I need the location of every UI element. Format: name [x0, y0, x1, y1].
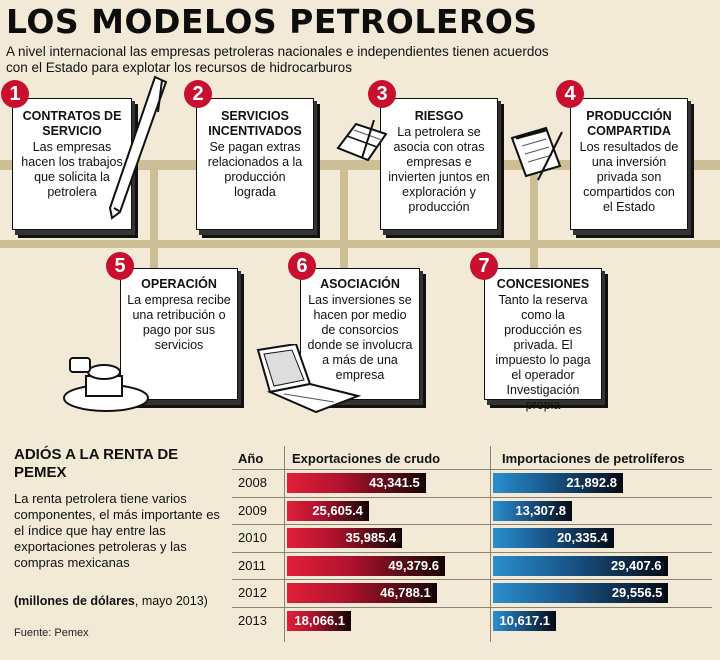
year-label: 2008 [238, 475, 267, 490]
card-7-text: Tanto la reserva como la producción es p… [495, 293, 591, 412]
row-separator [232, 496, 712, 498]
row-separator [232, 524, 712, 525]
header-year: Año [238, 451, 264, 466]
export-bar: 25,605.4 [287, 500, 369, 521]
column-divider-2 [490, 446, 491, 642]
import-bar: 20,335.4 [493, 528, 614, 548]
card-7-title: CONCESIONES [496, 277, 590, 291]
export-bar: 35,985.4 [287, 528, 403, 548]
import-bar: 29,407.6 [493, 555, 668, 576]
source-note: Fuente: Pemex [14, 627, 89, 639]
card-4-number: 4 [556, 80, 584, 108]
row-separator [232, 551, 712, 553]
export-bar: 43,341.5 [287, 473, 426, 493]
units-note-bold: (millones de dólares [14, 594, 135, 608]
page-subtitle: A nivel internacional las empresas petro… [6, 44, 549, 75]
header-imports: Importaciones de petrolíferos [502, 451, 685, 466]
card-1-text: Las empresas hacen los trabajos que soli… [21, 140, 123, 199]
card-5-number: 5 [106, 252, 134, 280]
row-separator [232, 579, 712, 580]
card-1-title: CONTRATOS DE SERVICIO [22, 109, 122, 138]
notebook-icon [336, 119, 388, 162]
import-bar: 10,617.1 [493, 610, 557, 631]
section-description: La renta petrolera tiene varios componen… [14, 491, 220, 570]
card-6-text: Las inversiones se hacen por medio de co… [307, 293, 413, 382]
card-5-text: La empresa recibe una retribución o pago… [127, 293, 231, 352]
pen-icon [108, 75, 168, 220]
rail-post-1 [150, 160, 158, 280]
stamp-icon [63, 357, 149, 412]
card-2-title: SERVICIOS INCENTIVADOS [208, 109, 302, 138]
year-label: 2013 [238, 612, 267, 628]
card-6-number: 6 [288, 252, 316, 280]
rail-post-2 [340, 160, 348, 280]
card-3-number: 3 [368, 80, 396, 108]
year-label: 2011 [238, 557, 266, 573]
laptop-icon [256, 344, 362, 414]
rail-top [0, 160, 720, 170]
column-divider-1 [284, 446, 285, 642]
card-3-title: RIESGO [414, 109, 464, 123]
export-bar: 46,788.1 [287, 583, 437, 603]
export-bar: 18,066.1 [287, 610, 351, 631]
card-2-number: 2 [184, 80, 212, 108]
header-exports: Exportaciones de crudo [292, 451, 441, 466]
row-separator [232, 606, 712, 608]
rail-post-3 [530, 160, 538, 280]
rail-mid [0, 240, 720, 248]
import-bar: 13,307.8 [493, 500, 572, 521]
year-label: 2012 [238, 585, 267, 600]
year-label: 2009 [238, 502, 267, 518]
import-bar: 29,556.5 [493, 583, 669, 603]
card-6-title: ASOCIACIÓN [320, 277, 400, 291]
card-1-number: 1 [1, 80, 29, 108]
card-2-text: Se pagan extras relacionados a la produc… [207, 140, 303, 199]
card-5-title: OPERACIÓN [141, 277, 217, 291]
card-4-text: Los resultados de una inversión privada … [579, 140, 679, 214]
section-title: ADIÓS A LA RENTA DE PEMEX [14, 446, 179, 481]
units-note-rest: , mayo 2013) [134, 594, 208, 608]
year-label: 2010 [238, 530, 267, 545]
card-7-number: 7 [470, 252, 498, 280]
card-3-text: La petrolera se asocia con otras empresa… [388, 125, 490, 214]
import-bar: 21,892.8 [493, 473, 623, 493]
notepad-icon [510, 126, 563, 181]
card-4-title: PRODUCCIÓN COMPARTIDA [586, 109, 672, 138]
page-title: LOS MODELOS PETROLEROS [6, 2, 538, 41]
export-bar: 49,379.6 [287, 555, 445, 576]
row-separator [232, 469, 712, 470]
units-note: (millones de dólares, mayo 2013) [14, 594, 208, 608]
